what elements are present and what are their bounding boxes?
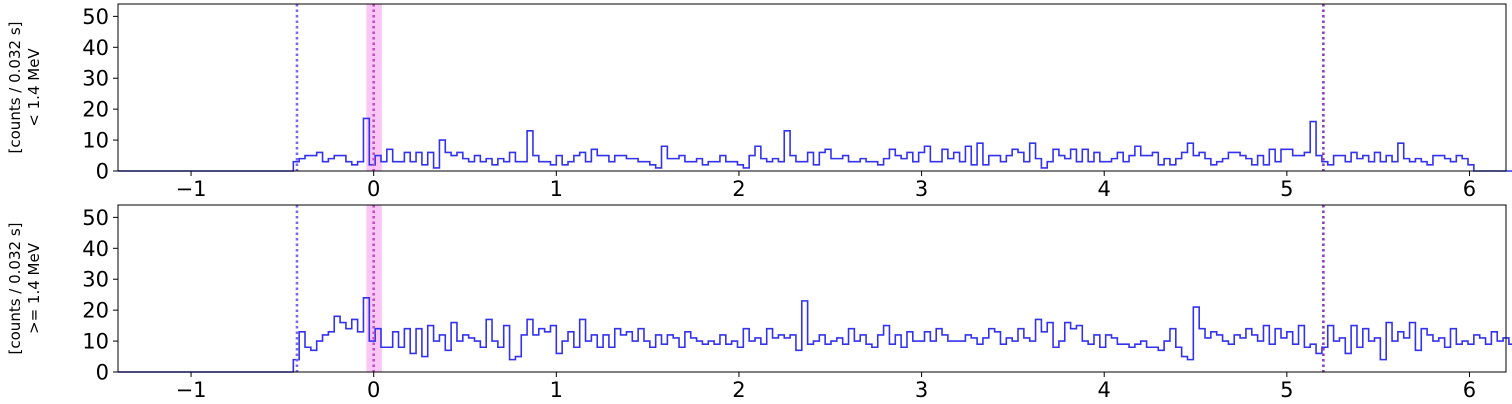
count-histogram-series-1	[118, 296, 1512, 373]
x-tick-label: 4	[1098, 378, 1111, 402]
x-tick-label: 0	[367, 378, 380, 402]
axes-frame	[117, 204, 1507, 373]
y-tick-label: 30	[82, 67, 109, 91]
x-tick-label: 5	[1280, 177, 1293, 201]
y-tick-label: 50	[82, 5, 109, 29]
y-tick-label: 40	[82, 36, 109, 60]
count-histogram-series-1	[118, 117, 1512, 172]
x-tick-label: 0	[367, 177, 380, 201]
panel-1: −1 0 1 2 3 4 5 6 0 10 20 30 40 50 [counts / 0.032 s] < …	[6, 3, 1512, 201]
panel-2: −1 0 1 2 3 4 5 6 0 10 20 30 40 50 [counts / 0.032 s] >=…	[6, 204, 1512, 402]
y-tick-label: 20	[82, 299, 109, 323]
x-tick-label: 1	[550, 378, 563, 402]
y-tick-label: 20	[82, 98, 109, 122]
x-tick-label: 6	[1463, 378, 1476, 402]
x-tick-label: 3	[915, 378, 928, 402]
axes-frame	[117, 3, 1507, 172]
x-tick-label: 3	[915, 177, 928, 201]
x-tick-label: −1	[176, 378, 207, 402]
y-axis-label-line-2: < 1.4 MeV	[25, 48, 43, 127]
x-tick-label: 4	[1098, 177, 1111, 201]
x-tick-label: −1	[176, 177, 207, 201]
y-axis-label-line-1: [counts / 0.032 s]	[6, 22, 24, 154]
y-tick-label: 30	[82, 268, 109, 292]
x-tick-label: 2	[732, 378, 745, 402]
y-axis-label-line-1: [counts / 0.032 s]	[6, 223, 24, 355]
y-tick-label: 10	[82, 330, 109, 354]
x-tick-label: 1	[550, 177, 563, 201]
y-axis-label-line-2: >= 1.4 MeV	[25, 242, 43, 334]
y-tick-label: 50	[82, 206, 109, 230]
y-tick-label: 10	[82, 129, 109, 153]
x-tick-label: 5	[1280, 378, 1293, 402]
y-tick-label: 0	[96, 361, 109, 385]
y-tick-label: 40	[82, 237, 109, 261]
y-tick-label: 0	[96, 160, 109, 184]
x-tick-label: 6	[1463, 177, 1476, 201]
x-tick-label: 2	[732, 177, 745, 201]
